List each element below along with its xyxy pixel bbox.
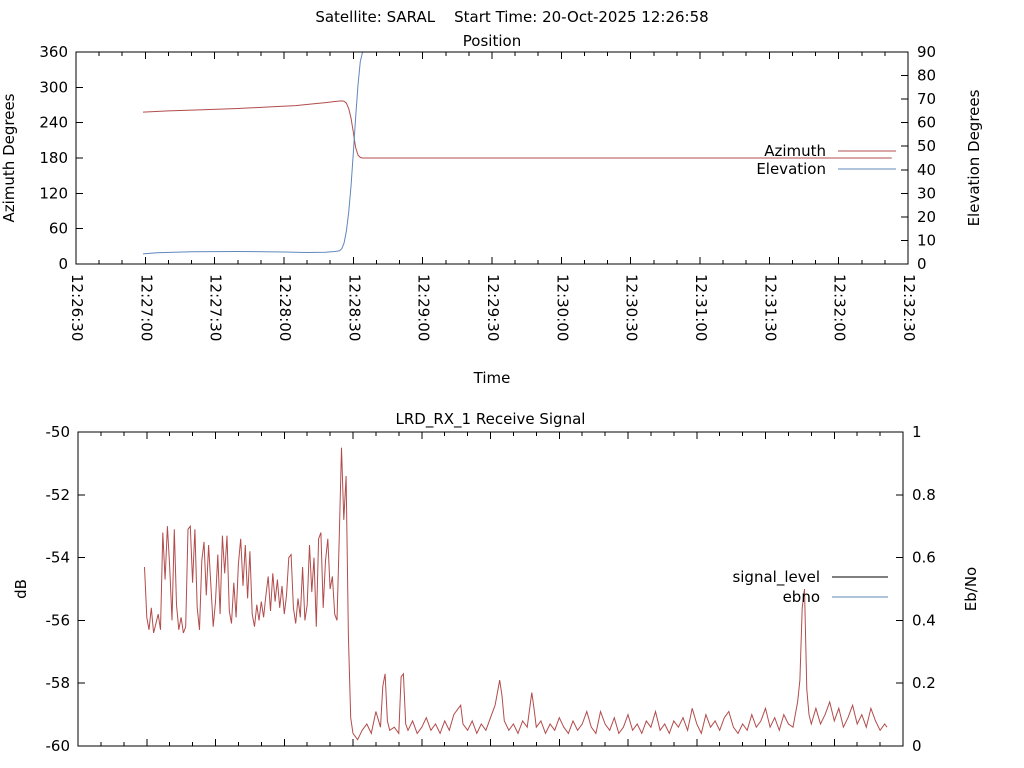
series-layer <box>144 447 888 746</box>
y-tick-label: -60 <box>46 737 71 755</box>
x-tick-label: 12:32:30 <box>900 274 918 341</box>
y2-tick-label: 60 <box>917 114 936 132</box>
chart-title: LRD_RX_1 Receive Signal <box>396 410 586 429</box>
legend-label-azimuth: Azimuth <box>764 142 826 160</box>
y-tick-label: -52 <box>46 486 71 504</box>
y2-tick-label: 0.6 <box>912 549 936 567</box>
y2-tick-label: 0.4 <box>912 611 936 629</box>
chart-border <box>77 431 904 747</box>
y-tick-label: 240 <box>39 114 68 132</box>
x-tick-label: 12:28:30 <box>345 274 363 341</box>
y2-tick-label: 1 <box>912 423 922 441</box>
receive_signal-chart: -60 -58 -56 -54 -52 -50 0 0.2 0.4 0.6 0.8 1 dB Eb/No L… <box>12 410 980 755</box>
y-tick-label: 60 <box>49 220 68 238</box>
y-tick-label: 180 <box>39 149 68 167</box>
legend-label-ebno: ebno <box>783 588 820 606</box>
y2-tick-label: 70 <box>917 90 936 108</box>
series-line-signal_level <box>144 447 888 741</box>
series-line-azimuth <box>142 100 892 159</box>
x-tick-label: 12:29:30 <box>484 274 502 341</box>
y2-tick-label: 40 <box>917 161 936 179</box>
right-axis-title: Elevation Degrees <box>965 89 983 226</box>
series-line-elevation <box>142 52 364 255</box>
y-tick-label: 120 <box>39 184 68 202</box>
x-tick-label: 12:29:00 <box>415 274 433 341</box>
page-title: Satellite: SARAL Start Time: 20-Oct-2025… <box>315 8 709 26</box>
x-tick-label: 12:27:30 <box>207 274 225 341</box>
legend-label-signal_level: signal_level <box>732 568 820 587</box>
x-tick-label: 12:28:00 <box>276 274 294 341</box>
y2-tick-label: 0.8 <box>912 486 936 504</box>
x-tick-label: 12:31:30 <box>761 274 779 341</box>
x-tick-label: 12:26:30 <box>68 274 86 341</box>
left-axis-title: Azimuth Degrees <box>0 93 18 222</box>
y-tick-label: 300 <box>39 78 68 96</box>
y-tick-label: -56 <box>46 611 71 629</box>
x-tick-label: 12:27:00 <box>137 274 155 341</box>
y2-tick-label: 20 <box>917 208 936 226</box>
legend-label-elevation: Elevation <box>756 160 826 178</box>
y2-tick-label: 10 <box>917 231 936 249</box>
chart-title: Position <box>463 32 521 50</box>
y2-tick-label: 0 <box>917 255 927 273</box>
y2-tick-label: 0.2 <box>912 674 936 692</box>
y-tick-label: 0 <box>58 255 68 273</box>
x-tick-label: 12:30:00 <box>553 274 571 341</box>
y-tick-label: -50 <box>46 423 71 441</box>
x-axis-title: Time <box>473 369 511 387</box>
y-tick-label: -58 <box>46 674 71 692</box>
x-tick-label: 12:32:00 <box>831 274 849 341</box>
x-tick-label: 12:30:30 <box>623 274 641 341</box>
y2-tick-label: 80 <box>917 67 936 85</box>
y2-tick-label: 50 <box>917 137 936 155</box>
left-axis-title: dB <box>12 579 30 599</box>
y2-tick-label: 0 <box>912 737 922 755</box>
x-tick-label: 12:31:00 <box>692 274 710 341</box>
series-layer <box>142 52 892 255</box>
y-tick-label: 360 <box>39 43 68 61</box>
y-tick-label: -54 <box>46 549 71 567</box>
position-chart: 12:26:30 12:27:00 12:27:30 12:28:00 12:28:30… <box>0 32 983 387</box>
right-axis-title: Eb/No <box>962 567 980 611</box>
y2-tick-label: 90 <box>917 43 936 61</box>
y2-tick-label: 30 <box>917 184 936 202</box>
